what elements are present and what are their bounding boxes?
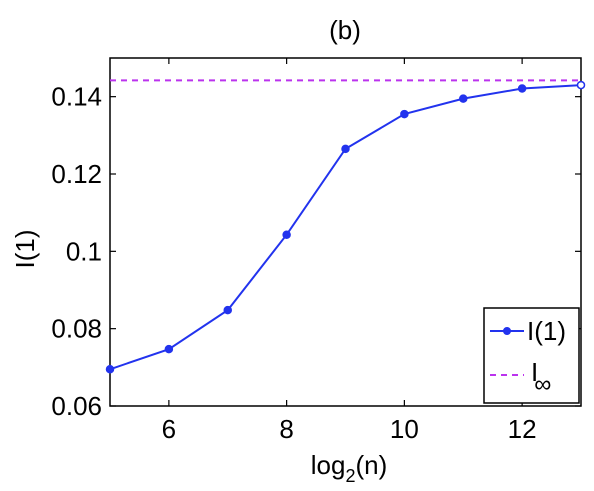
y-tick-label: 0.14 bbox=[51, 82, 102, 112]
legend-label-series-2: I∞ bbox=[531, 357, 551, 398]
y-axis-ticks: 0.06 0.08 0.1 0.12 0.14 bbox=[51, 82, 581, 421]
y-tick-label: 0.08 bbox=[51, 314, 102, 344]
x-axis-ticks: 6 8 10 12 bbox=[162, 58, 537, 444]
x-tick-label: 12 bbox=[508, 414, 537, 444]
y-tick-label: 0.1 bbox=[66, 236, 102, 266]
legend: I(1) I∞ bbox=[483, 307, 580, 404]
x-axis-label-base: log bbox=[311, 450, 346, 480]
legend-label-series-2-sub: ∞ bbox=[534, 371, 551, 398]
series-i1-point bbox=[459, 94, 468, 103]
y-tick-label: 0.12 bbox=[51, 159, 102, 189]
x-tick-label: 10 bbox=[390, 414, 419, 444]
legend-box bbox=[483, 307, 580, 404]
series-i1-point bbox=[517, 84, 527, 93]
series-i1-point bbox=[164, 344, 174, 354]
legend-label-series-2-base: I bbox=[531, 357, 538, 387]
series-i1-point bbox=[341, 144, 350, 154]
series-i1-point bbox=[105, 365, 115, 374]
x-tick-label: 8 bbox=[279, 414, 293, 444]
series-i1-point bbox=[282, 230, 291, 239]
x-axis-label-tail: (n) bbox=[355, 450, 387, 480]
series-i1-point bbox=[576, 80, 586, 90]
chart-title: (b) bbox=[329, 15, 361, 45]
x-axis-label-sub: 2 bbox=[345, 466, 355, 486]
x-tick-label: 6 bbox=[162, 414, 176, 444]
series-layer bbox=[105, 79, 586, 374]
y-tick-label: 0.06 bbox=[51, 391, 102, 421]
series-i1-point bbox=[223, 305, 232, 315]
legend-marker-series-1 bbox=[503, 327, 511, 335]
plot-frame bbox=[109, 57, 582, 407]
y-axis-label: I(1) bbox=[10, 230, 40, 269]
series-i1-point bbox=[400, 109, 409, 119]
x-axis-label: log2(n) bbox=[311, 450, 388, 486]
legend-label-series-1: I(1) bbox=[527, 316, 566, 346]
